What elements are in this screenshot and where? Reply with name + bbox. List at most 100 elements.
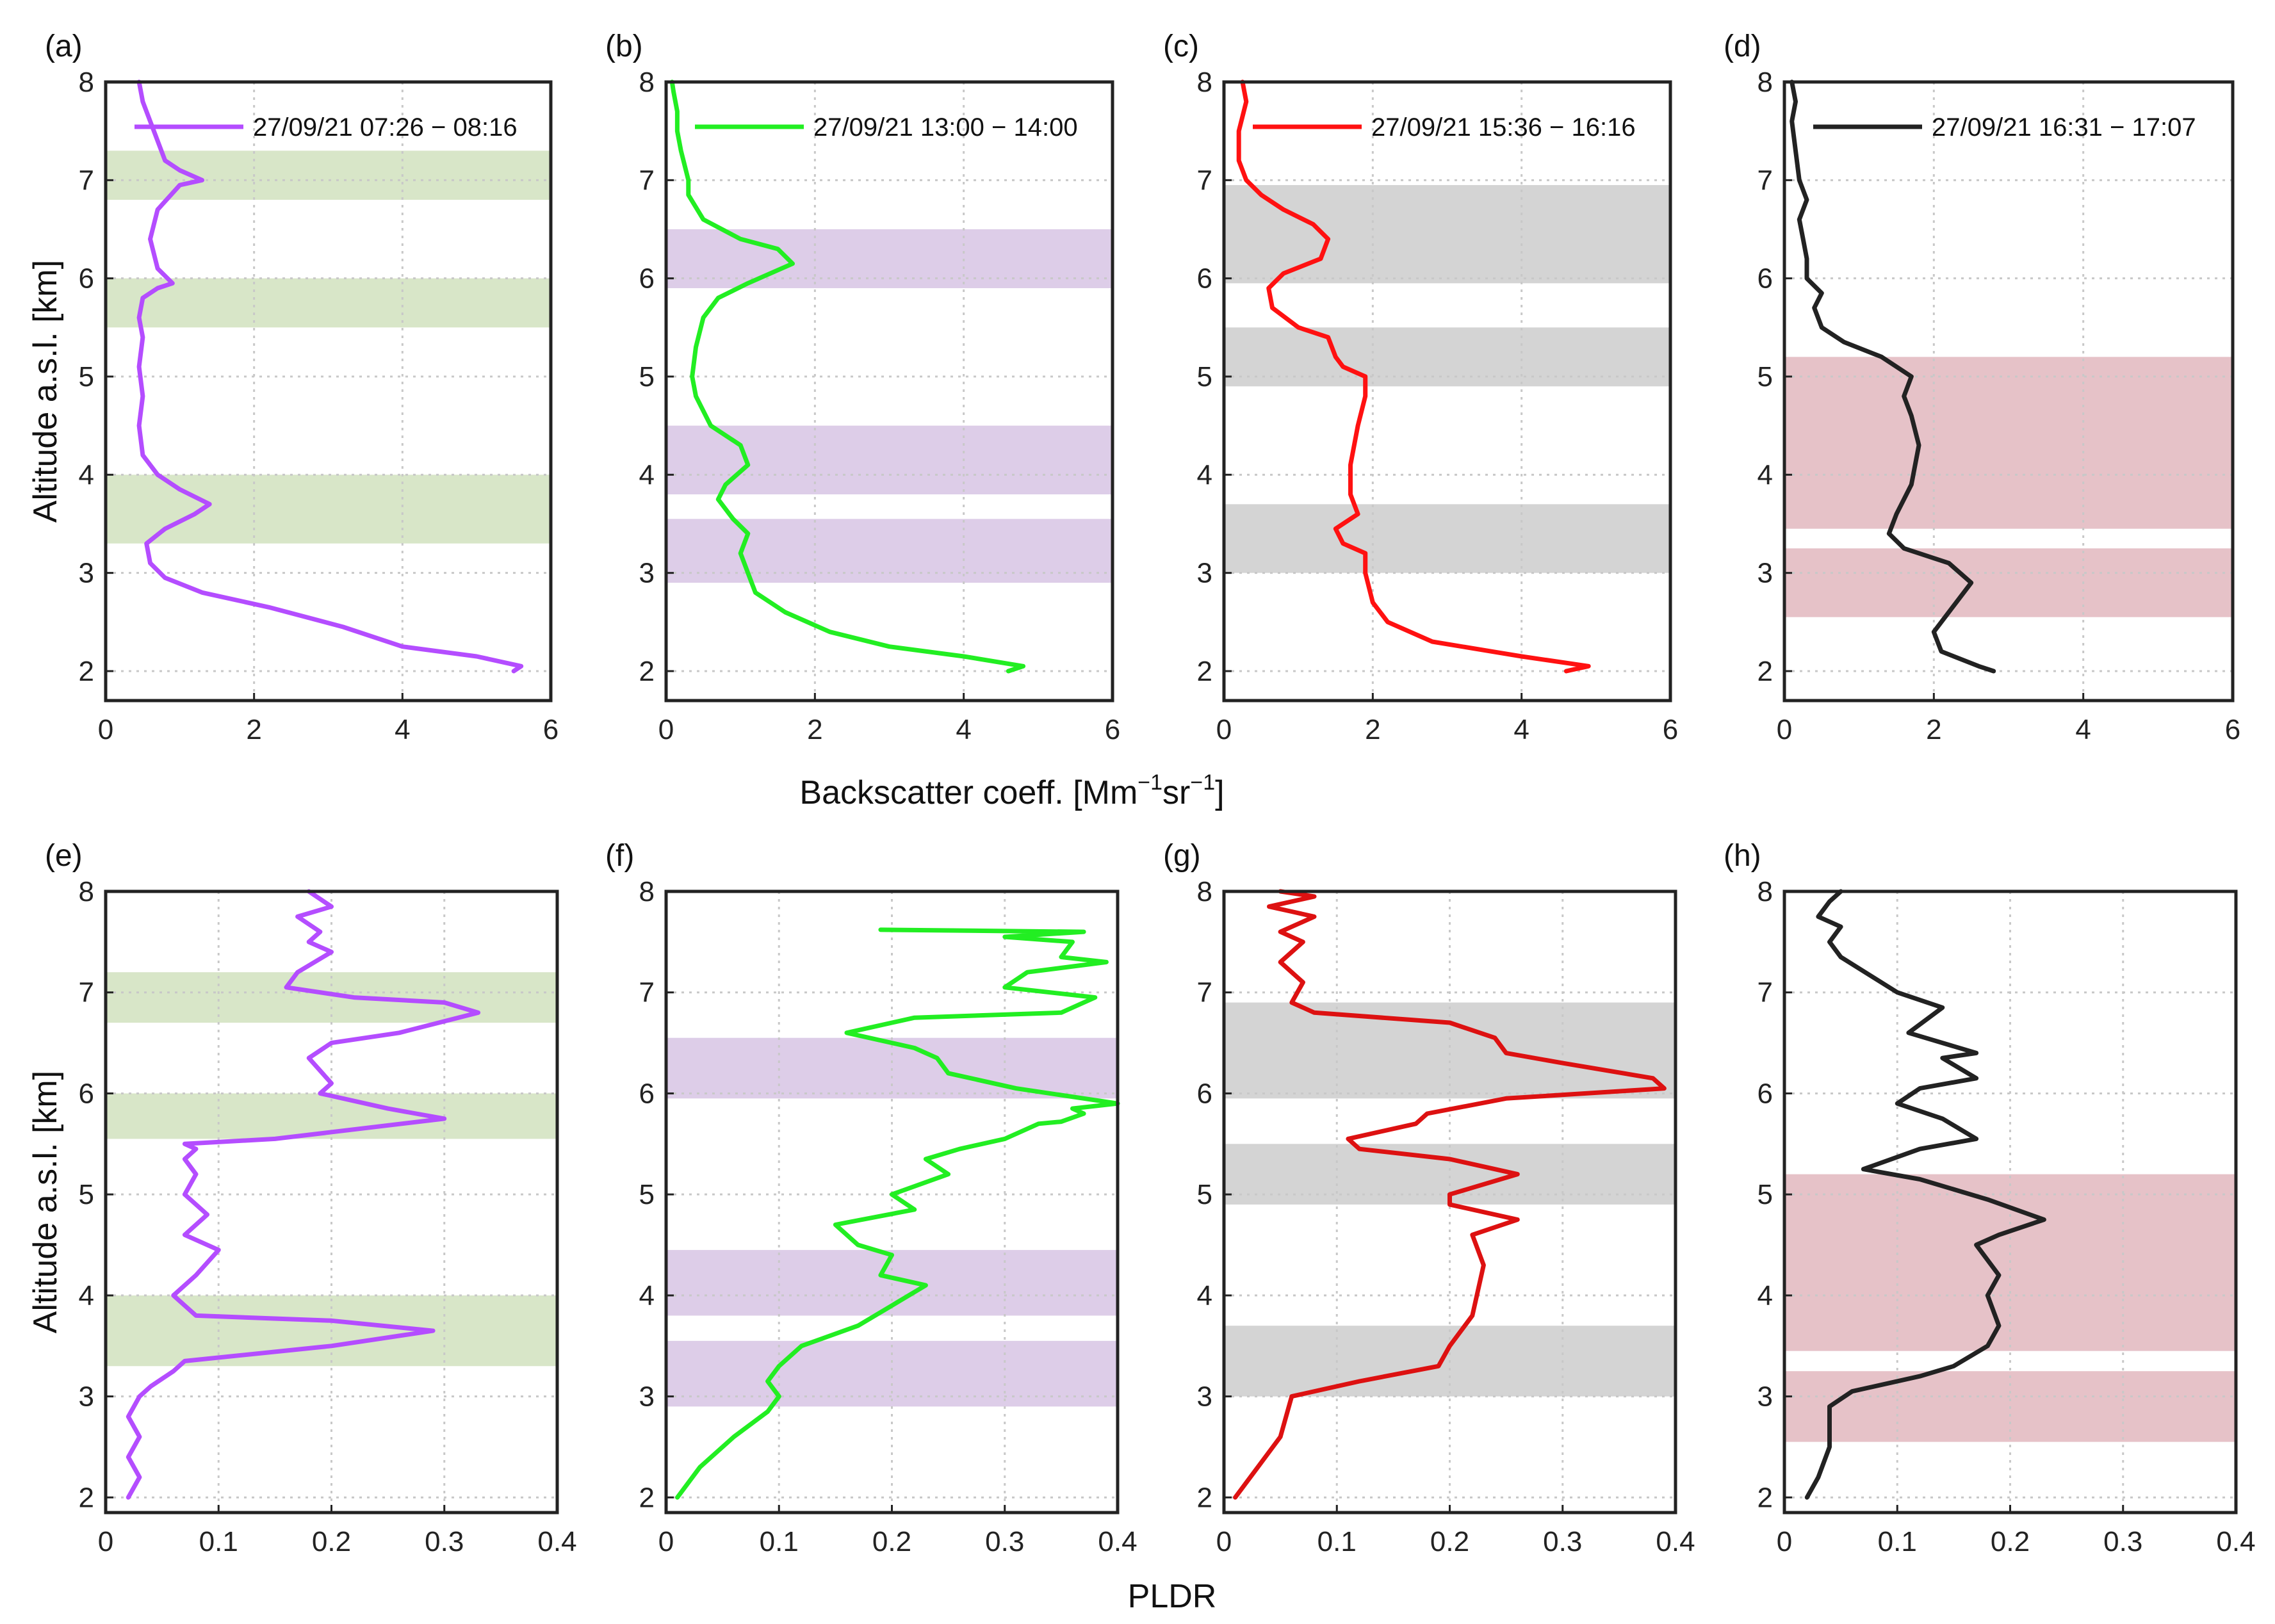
x-tick-label: 0.4: [1656, 1526, 1695, 1557]
x-tick-label: 0: [1777, 1526, 1792, 1557]
y-tick-label: 8: [79, 67, 94, 98]
panel-e: 0 0.1 0.2 0.3 0.4 2 3 4 5 6 7 8(e) Altitude a.s.l. […: [27, 839, 577, 1557]
x-tick-label: 0.1: [199, 1526, 238, 1557]
y-tick-label: 5: [1197, 1179, 1212, 1210]
y-axis-label: Altitude a.s.l. [km]: [27, 1071, 64, 1333]
y-tick-label: 5: [79, 1179, 94, 1210]
plot-frame: [664, 80, 1114, 702]
y-tick-label: 2: [1197, 656, 1212, 687]
y-tick-label: 5: [1757, 361, 1773, 393]
panel-label: (c): [1163, 29, 1199, 63]
y-tick-label: 4: [1197, 459, 1212, 491]
y-tick-label: 7: [79, 165, 94, 196]
x-tick-label: 4: [1513, 714, 1529, 745]
y-tick-label: 7: [1197, 977, 1212, 1009]
plot-frame: [1782, 80, 2235, 702]
x-tick-label: 2: [1365, 714, 1380, 745]
panel-label: (h): [1724, 839, 1761, 873]
shaded-layer-band: [1786, 357, 2231, 529]
x-tick-label: 0.2: [872, 1526, 911, 1557]
x-tick-label: 0.1: [1878, 1526, 1917, 1557]
x-tick-label: 0: [658, 1526, 674, 1557]
y-tick-label: 8: [1757, 876, 1773, 907]
profile-line: [675, 927, 1120, 1500]
legend-label: 27/09/21 07:26 − 08:16: [253, 113, 518, 142]
shaded-layer-band: [107, 278, 550, 328]
shaded-layer-band: [107, 150, 550, 200]
y-tick-label: 8: [1197, 876, 1212, 907]
x-tick-label: 6: [2225, 714, 2240, 745]
panel-label: (d): [1724, 29, 1761, 63]
panel-label: (f): [605, 839, 634, 873]
x-tick-label: 2: [1926, 714, 1941, 745]
shaded-layer-band: [107, 972, 556, 1023]
y-tick-label: 7: [79, 977, 94, 1009]
shaded-layer-band: [1225, 1002, 1674, 1099]
y-tick-label: 4: [639, 1280, 655, 1311]
shaded-layer-band: [667, 1340, 1116, 1407]
y-tick-label: 4: [79, 459, 94, 491]
y-tick-label: 6: [639, 263, 655, 295]
y-tick-label: 8: [1197, 67, 1212, 98]
shaded-layer-band: [1225, 504, 1669, 573]
panel-label: (g): [1163, 839, 1201, 873]
plot-frame: [104, 80, 553, 702]
profile-line: [126, 889, 481, 1500]
y-tick-label: 3: [1197, 1381, 1212, 1413]
y-tick-label: 7: [639, 977, 655, 1009]
panel-h: 0 0.1 0.2 0.3 0.4 2 3 4 5 6 7 8(h): [1724, 839, 2256, 1557]
x-tick-label: 4: [956, 714, 971, 745]
shaded-layer-band: [667, 425, 1111, 494]
x-tick-label: 6: [543, 714, 559, 745]
y-tick-label: 7: [1197, 165, 1212, 196]
x-tick-label: 0.3: [1543, 1526, 1582, 1557]
profile-line: [1804, 889, 2046, 1500]
shaded-layer-band: [1225, 327, 1669, 387]
y-tick-label: 6: [1757, 263, 1773, 295]
y-tick-label: 3: [79, 558, 94, 589]
x-tick-label: 6: [1663, 714, 1678, 745]
y-tick-label: 3: [1757, 558, 1773, 589]
y-tick-label: 8: [79, 876, 94, 907]
y-tick-label: 3: [1757, 1381, 1773, 1413]
profile-line: [1790, 79, 1996, 674]
y-tick-label: 2: [79, 656, 94, 687]
x-tick-label: 0.2: [312, 1526, 351, 1557]
top-x-axis-label: Backscatter coeff. [Mm−1sr−1]: [799, 770, 1224, 811]
profile-line: [669, 79, 1026, 674]
y-tick-label: 6: [79, 263, 94, 295]
y-tick-label: 5: [1197, 361, 1212, 393]
y-tick-label: 3: [1197, 558, 1212, 589]
y-tick-label: 5: [79, 361, 94, 393]
y-tick-label: 4: [1757, 459, 1773, 491]
x-tick-label: 0.3: [2103, 1526, 2142, 1557]
y-tick-label: 2: [1757, 1482, 1773, 1513]
y-tick-label: 8: [1757, 67, 1773, 98]
x-tick-label: 0.2: [1991, 1526, 2030, 1557]
profile-line: [136, 79, 524, 674]
y-tick-label: 2: [1757, 656, 1773, 687]
x-tick-label: 0.2: [1430, 1526, 1469, 1557]
x-tick-label: 0.4: [2216, 1526, 2255, 1557]
shaded-layer-band: [1786, 548, 2231, 617]
x-tick-label: 4: [395, 714, 410, 745]
y-tick-label: 3: [639, 558, 655, 589]
y-tick-label: 3: [639, 1381, 655, 1413]
y-tick-label: 7: [1757, 977, 1773, 1009]
legend-label: 27/09/21 15:36 − 16:16: [1371, 113, 1636, 142]
y-tick-label: 6: [639, 1078, 655, 1109]
panel-g: 0 0.1 0.2 0.3 0.4 2 3 4 5 6 7 8(g): [1163, 839, 1695, 1557]
profile-line: [1233, 889, 1667, 1500]
y-tick-label: 5: [639, 1179, 655, 1210]
y-tick-label: 7: [639, 165, 655, 196]
x-tick-label: 0.3: [425, 1526, 464, 1557]
legend-label: 27/09/21 13:00 − 14:00: [813, 113, 1078, 142]
x-tick-label: 0.1: [760, 1526, 799, 1557]
y-tick-label: 4: [1197, 1280, 1212, 1311]
x-tick-label: 0: [658, 714, 674, 745]
y-tick-label: 4: [79, 1280, 94, 1311]
panel-label: (a): [45, 29, 83, 63]
y-tick-label: 4: [1757, 1280, 1773, 1311]
